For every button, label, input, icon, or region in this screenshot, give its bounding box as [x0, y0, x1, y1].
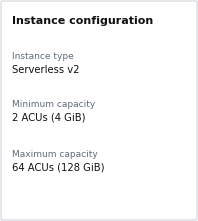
Text: Minimum capacity: Minimum capacity — [12, 100, 95, 109]
Text: Instance configuration: Instance configuration — [12, 16, 153, 26]
Text: Serverless v2: Serverless v2 — [12, 65, 80, 75]
Text: Maximum capacity: Maximum capacity — [12, 150, 98, 159]
Text: 64 ACUs (128 GiB): 64 ACUs (128 GiB) — [12, 163, 105, 173]
Text: 2 ACUs (4 GiB): 2 ACUs (4 GiB) — [12, 113, 86, 123]
Text: Instance type: Instance type — [12, 52, 74, 61]
